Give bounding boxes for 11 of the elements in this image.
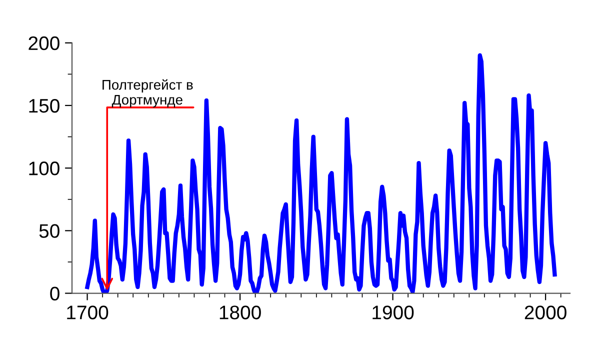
y-tick-label: 200 [28, 36, 60, 50]
x-tick-label: 2000 [524, 306, 566, 320]
line-series [85, 53, 557, 294]
y-tick-label: 100 [29, 162, 60, 176]
x-tick-label: 1700 [67, 306, 108, 320]
y-tick-label: 0 [50, 286, 60, 300]
x-tick-label: 1800 [220, 306, 261, 320]
y-tick-label: 50 [39, 224, 60, 238]
y-tick-label: 150 [29, 98, 60, 113]
annotation: Полтергейст в Дортмунде [102, 79, 193, 108]
x-tick-label: 1900 [372, 306, 414, 320]
